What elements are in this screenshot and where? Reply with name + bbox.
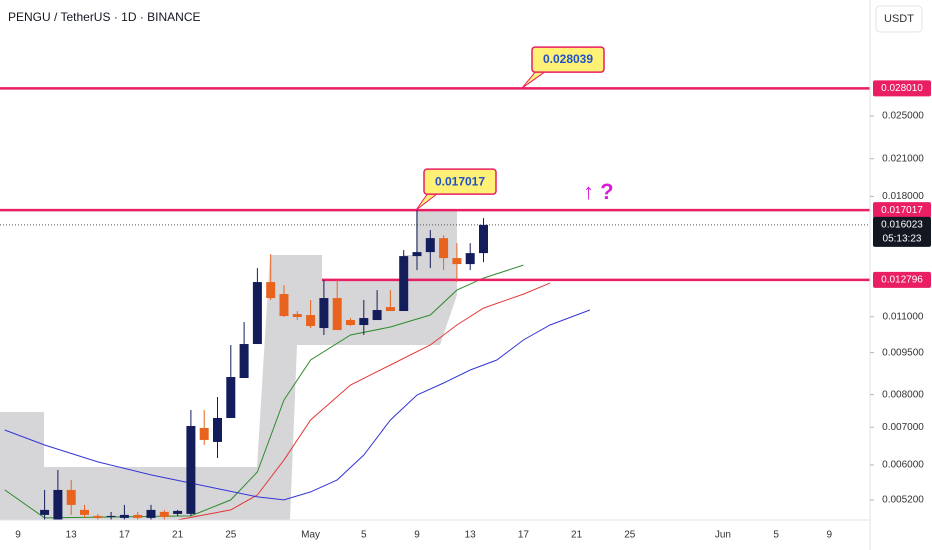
candle-body xyxy=(133,514,143,518)
candle-body xyxy=(306,315,316,327)
y-tick-label: 0.009500 xyxy=(882,347,924,358)
candle-body xyxy=(53,489,63,520)
y-tick-label: 0.011000 xyxy=(883,311,924,322)
x-tick-label: 21 xyxy=(571,530,583,541)
candle-body xyxy=(359,318,369,326)
x-tick-label: 21 xyxy=(172,530,184,541)
candle-body xyxy=(119,514,129,518)
level-tag xyxy=(873,80,931,97)
y-tick-label: 0.007000 xyxy=(882,422,924,433)
callout-box xyxy=(423,168,497,195)
x-tick-label: 25 xyxy=(624,530,636,541)
candle-body xyxy=(146,509,156,518)
x-tick-label: Jun xyxy=(715,530,731,541)
y-tick-label: 0.005200 xyxy=(882,495,924,506)
x-tick-label: 9 xyxy=(15,530,21,541)
y-tick-label: 0.018000 xyxy=(882,191,924,202)
last-price-label: 0.016023 xyxy=(881,219,923,230)
x-tick-label: 13 xyxy=(465,530,477,541)
currency-label[interactable]: USDT xyxy=(884,13,914,25)
candle-body xyxy=(399,256,409,312)
candle-body xyxy=(186,425,196,514)
candle-body xyxy=(279,294,289,317)
candle-body xyxy=(239,344,249,379)
candle-body xyxy=(252,282,262,345)
symbol-title: PENGU / TetherUS · 1D · BINANCE xyxy=(8,10,201,24)
candle-body xyxy=(319,298,329,329)
level-tag xyxy=(873,271,931,288)
x-tick-label: 17 xyxy=(518,530,530,541)
level-label: 0.028010 xyxy=(881,83,923,94)
candle-body xyxy=(66,489,76,505)
candle-body xyxy=(385,307,395,312)
x-tick-label: 17 xyxy=(119,530,131,541)
last-price-tag xyxy=(873,216,931,247)
x-tick-label: May xyxy=(301,530,320,541)
x-tick-label: 25 xyxy=(225,530,237,541)
moving-average-line xyxy=(4,309,591,501)
candle-body xyxy=(452,258,462,265)
candle-body xyxy=(40,509,50,515)
range-shading xyxy=(0,210,457,520)
candle-body xyxy=(80,509,89,515)
candle-body xyxy=(199,427,209,440)
level-tag xyxy=(873,202,931,219)
candle-body xyxy=(479,224,488,254)
currency-button[interactable] xyxy=(875,5,923,33)
candle-body xyxy=(465,253,475,265)
x-tick-label: 9 xyxy=(827,530,833,541)
candle-body xyxy=(213,417,222,442)
countdown-label: 05:13:23 xyxy=(883,233,922,244)
annotation-text: ↑ ? xyxy=(583,179,614,204)
candle-body xyxy=(439,238,449,259)
candle-body xyxy=(292,314,302,318)
callout-label: 0.028039 xyxy=(543,52,593,66)
y-tick-label: 0.025000 xyxy=(882,111,924,122)
x-tick-label: 5 xyxy=(773,530,779,541)
level-label: 0.017017 xyxy=(881,205,923,216)
x-tick-label: 13 xyxy=(66,530,78,541)
y-tick-label: 0.008000 xyxy=(882,389,924,400)
candle-body xyxy=(412,252,422,257)
candle-body xyxy=(226,377,236,418)
level-label: 0.012796 xyxy=(881,274,923,285)
candle-body xyxy=(93,515,103,518)
candle-body xyxy=(106,515,116,517)
moving-average-line xyxy=(177,282,551,520)
candle-body xyxy=(425,238,435,253)
candle-body xyxy=(266,282,276,299)
candle-body xyxy=(159,511,169,517)
y-tick-label: 0.006000 xyxy=(882,460,924,471)
candle-body xyxy=(372,310,382,321)
callout-box xyxy=(531,46,605,73)
candle-body xyxy=(332,298,342,331)
candle-body xyxy=(346,320,355,326)
x-tick-label: 9 xyxy=(414,530,420,541)
callout-label: 0.017017 xyxy=(435,174,485,188)
x-tick-label: 5 xyxy=(361,530,367,541)
plot-area xyxy=(0,87,870,520)
y-tick-label: 0.021000 xyxy=(882,153,924,164)
candle-body xyxy=(173,510,183,514)
